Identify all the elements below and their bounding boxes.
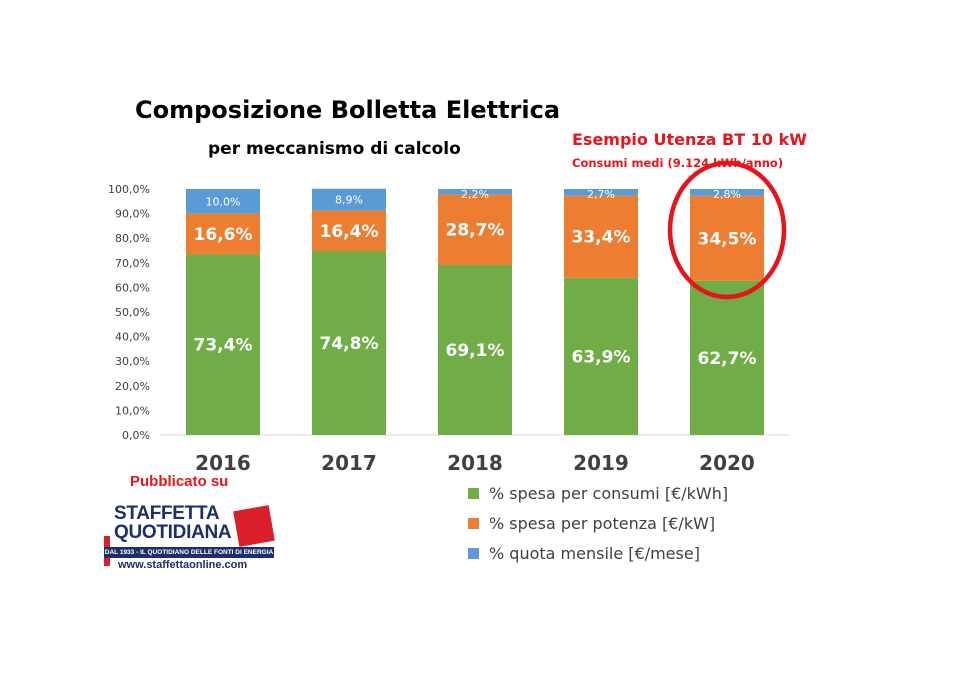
y-tick-label: 50,0% — [115, 306, 150, 319]
x-tick-label-2017: 2017 — [321, 451, 377, 475]
example-title: Esempio Utenza BT 10 kW — [572, 130, 807, 149]
bar-segment-potenza-2017 — [312, 210, 386, 251]
y-tick-label: 10,0% — [115, 404, 150, 417]
x-tick-label-2020: 2020 — [699, 451, 755, 475]
data-label-potenza-2020: 34,5% — [698, 229, 757, 249]
y-tick-label: 0,0% — [122, 429, 150, 442]
y-tick-label: 20,0% — [115, 380, 150, 393]
bar-segment-consumi-2017 — [312, 250, 386, 435]
data-label-consumi-2020: 62,7% — [698, 349, 757, 369]
y-tick-label: 80,0% — [115, 232, 150, 245]
y-tick-label: 70,0% — [115, 257, 150, 270]
bar-segment-potenza-2020 — [690, 195, 764, 281]
x-tick-label-2018: 2018 — [447, 451, 503, 475]
y-tick-label: 90,0% — [115, 208, 150, 221]
x-tick-label-2016: 2016 — [195, 451, 251, 475]
legend-label-consumi: % spesa per consumi [€/kWh] — [489, 483, 729, 503]
bar-segment-consumi-2016 — [186, 254, 260, 435]
logo-tagline: DAL 1933 - IL QUOTIDIANO DELLE FONTI DI … — [104, 547, 274, 558]
bar-segment-quota-2017 — [312, 188, 386, 211]
bar-segment-quota-2020 — [690, 189, 764, 196]
y-tick-label: 60,0% — [115, 281, 150, 294]
y-tick-label: 30,0% — [115, 355, 150, 368]
data-label-potenza-2016: 16,6% — [194, 225, 253, 245]
x-tick-label-2019: 2019 — [573, 451, 629, 475]
example-subtitle: Consumi medi (9.124 kWh/anno) — [572, 156, 784, 170]
legend: % spesa per consumi [€/kWh] % spesa per … — [468, 478, 728, 568]
data-label-quota-2017: 8,9% — [335, 194, 363, 207]
legend-label-potenza: % spesa per potenza [€/kW] — [489, 513, 716, 533]
legend-item-consumi: % spesa per consumi [€/kWh] — [468, 478, 728, 508]
legend-item-potenza: % spesa per potenza [€/kW] — [468, 508, 728, 538]
data-label-potenza-2019: 33,4% — [572, 228, 631, 248]
published-on-label: Pubblicato su — [130, 473, 229, 490]
data-label-quota-2019: 2,7% — [587, 188, 615, 201]
logo-url: www.staffettaonline.com — [118, 559, 248, 571]
data-label-consumi-2016: 73,4% — [194, 336, 253, 356]
logo-line-1: STAFFETTA — [114, 503, 220, 524]
bar-segment-potenza-2019 — [564, 195, 638, 278]
chart-subtitle: per meccanismo di calcolo — [208, 139, 461, 159]
bar-segment-consumi-2020 — [690, 280, 764, 435]
data-label-consumi-2017: 74,8% — [320, 334, 379, 354]
legend-swatch-potenza — [468, 517, 479, 529]
legend-swatch-quota — [468, 547, 479, 559]
bar-segment-consumi-2019 — [564, 277, 638, 435]
bar-segment-quota-2019 — [564, 189, 638, 196]
legend-swatch-consumi — [468, 487, 479, 499]
data-label-potenza-2017: 16,4% — [320, 222, 379, 242]
bar-segment-quota-2018 — [438, 189, 512, 195]
data-label-quota-2018: 2,2% — [461, 188, 489, 201]
bar-segment-potenza-2016 — [186, 213, 260, 255]
y-tick-label: 100,0% — [108, 183, 150, 196]
staffetta-logo: STAFFETTA QUOTIDIANA DAL 1933 - IL QUOTI… — [104, 502, 279, 574]
data-label-quota-2020: 2,8% — [713, 188, 741, 201]
logo-line-2: QUOTIDIANA — [114, 522, 232, 543]
data-label-potenza-2018: 28,7% — [446, 221, 505, 241]
legend-label-quota: % quota mensile [€/mese] — [489, 543, 700, 563]
chart-title: Composizione Bolletta Elettrica — [135, 96, 561, 124]
bar-segment-quota-2016 — [186, 189, 260, 214]
data-label-quota-2016: 10,0% — [206, 195, 241, 208]
bar-segment-potenza-2018 — [438, 194, 512, 266]
logo-badge-icon — [233, 505, 275, 547]
y-tick-label: 40,0% — [115, 331, 150, 344]
legend-item-quota: % quota mensile [€/mese] — [468, 538, 728, 568]
highlight-circle — [667, 160, 787, 300]
data-label-consumi-2018: 69,1% — [446, 341, 505, 361]
bar-segment-consumi-2018 — [438, 265, 512, 435]
logo-name: STAFFETTA QUOTIDIANA — [114, 503, 232, 543]
data-label-consumi-2019: 63,9% — [572, 347, 631, 367]
